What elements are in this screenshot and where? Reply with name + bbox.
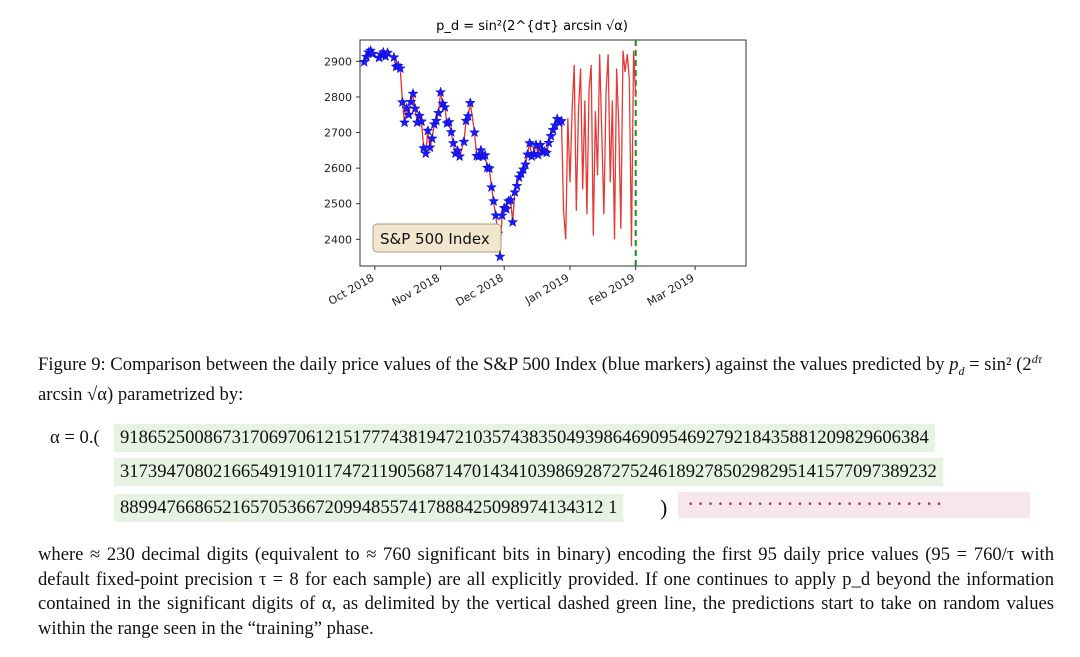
price-marker bbox=[488, 195, 500, 206]
price-marker bbox=[439, 101, 451, 112]
formula-sub: d bbox=[958, 363, 965, 378]
price-marker bbox=[445, 126, 457, 137]
chart-title: p_d = sin²(2^{dτ} arcsin √α) bbox=[436, 19, 628, 34]
price-marker bbox=[358, 56, 370, 67]
price-marker bbox=[399, 116, 411, 128]
legend-label: S&P 500 Index bbox=[380, 230, 490, 248]
price-marker bbox=[407, 87, 419, 99]
series-group bbox=[358, 44, 637, 262]
price-marker bbox=[534, 139, 546, 150]
price-marker bbox=[367, 48, 379, 59]
price-marker bbox=[435, 86, 447, 97]
x-tick-label: Dec 2018 bbox=[454, 271, 506, 309]
price-marker bbox=[469, 126, 481, 138]
legend-box: S&P 500 Index bbox=[372, 223, 502, 253]
price-marker bbox=[409, 102, 421, 114]
alpha-digits-row1: 9186525008673170697061215177743819472103… bbox=[114, 424, 935, 452]
price-marker bbox=[511, 180, 523, 191]
price-marker bbox=[426, 132, 438, 144]
price-marker bbox=[401, 102, 413, 113]
formula-end: arcsin √α) parametrized by: bbox=[38, 383, 244, 405]
price-marker bbox=[422, 125, 434, 136]
formula-p: p bbox=[949, 354, 959, 376]
price-marker bbox=[479, 149, 491, 160]
y-axis: 2400 2500 2600 2700 2800 2900 bbox=[324, 55, 360, 246]
figure-caption: Figure 9: Comparison between the daily p… bbox=[38, 347, 1054, 407]
price-marker bbox=[496, 209, 508, 221]
price-marker bbox=[388, 51, 400, 63]
x-tick-label: Mar 2019 bbox=[645, 271, 697, 308]
price-marker bbox=[458, 136, 470, 147]
price-marker bbox=[452, 144, 464, 156]
price-marker bbox=[505, 194, 517, 205]
price-marker bbox=[485, 181, 497, 193]
formula-exp: dτ bbox=[1031, 352, 1042, 366]
price-marker bbox=[475, 144, 487, 155]
y-tick-label: 2900 bbox=[324, 55, 352, 68]
price-marker bbox=[543, 137, 555, 148]
price-marker bbox=[483, 162, 495, 174]
price-marker bbox=[403, 108, 415, 120]
price-marker bbox=[443, 116, 455, 127]
alpha-digits-row2: 3173947080216654919101174721190568714701… bbox=[114, 458, 943, 486]
y-tick-label: 2500 bbox=[324, 198, 352, 211]
x-tick-label: Nov 2018 bbox=[390, 271, 442, 309]
price-marker bbox=[430, 115, 442, 126]
price-marker bbox=[382, 47, 394, 58]
price-marker bbox=[524, 137, 536, 148]
x-tick-label: Feb 2019 bbox=[587, 271, 638, 308]
price-marker bbox=[519, 158, 531, 170]
price-marker bbox=[416, 115, 428, 127]
price-marker bbox=[424, 141, 436, 153]
price-marker bbox=[464, 97, 476, 108]
sp500-chart: p_d = sin²(2^{dτ} arcsin √α) 2400 2500 260… bbox=[324, 19, 747, 309]
price-marker bbox=[405, 96, 417, 107]
price-marker bbox=[494, 250, 506, 262]
price-marker bbox=[555, 115, 567, 126]
y-tick-label: 2400 bbox=[324, 233, 352, 246]
alpha-label: α = 0.( bbox=[50, 427, 100, 448]
price-marker bbox=[420, 147, 432, 159]
x-axis: Oct 2018 Nov 2018 Dec 2018 Jan 2019 Feb 2019… bbox=[326, 266, 697, 309]
formula-rest: = sin² (2 bbox=[964, 354, 1032, 376]
caption-prefix: Figure 9: Comparison between the daily p… bbox=[38, 354, 950, 376]
price-marker bbox=[500, 203, 512, 214]
price-marker bbox=[413, 110, 425, 121]
price-marker bbox=[394, 62, 406, 74]
price-marker bbox=[447, 137, 459, 148]
alpha-ellipsis: ·························· bbox=[678, 492, 1030, 518]
price-marker bbox=[454, 150, 466, 162]
plot-frame bbox=[359, 39, 747, 267]
body-paragraph: where ≈ 230 decimal digits (equivalent t… bbox=[38, 544, 1054, 639]
price-marker bbox=[545, 130, 557, 141]
y-tick-label: 2600 bbox=[324, 162, 352, 175]
alpha-digits-row3: 8899476686521657053667209948557417888425… bbox=[114, 494, 624, 522]
y-tick-label: 2700 bbox=[324, 127, 352, 140]
alpha-close-paren: ) bbox=[660, 495, 668, 520]
x-tick-label: Oct 2018 bbox=[326, 271, 376, 308]
y-tick-label: 2800 bbox=[324, 91, 352, 104]
x-tick-label: Jan 2019 bbox=[522, 271, 571, 307]
price-marker bbox=[509, 186, 521, 197]
price-marker bbox=[532, 149, 544, 160]
price-marker bbox=[507, 216, 519, 227]
price-marker bbox=[462, 110, 474, 121]
price-marker bbox=[541, 147, 553, 158]
